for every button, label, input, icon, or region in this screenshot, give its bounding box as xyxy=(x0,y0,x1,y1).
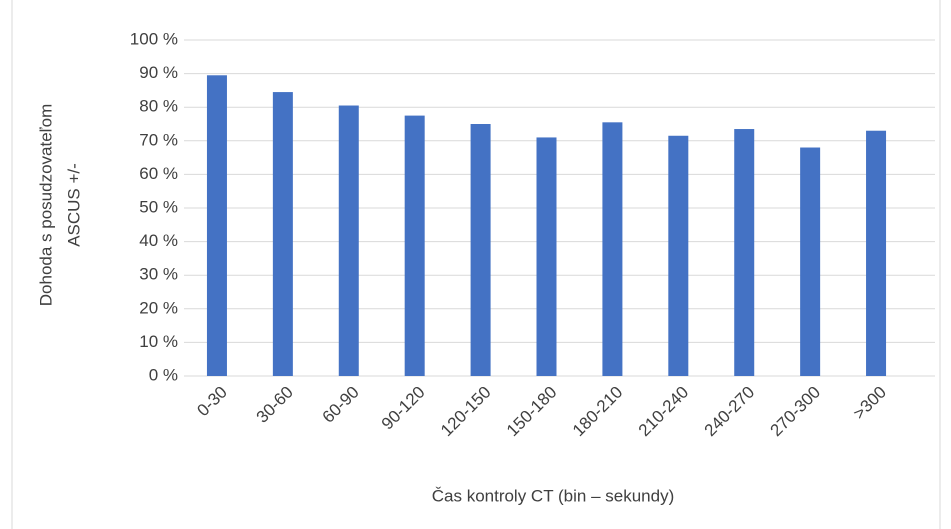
x-tick-label: 60-90 xyxy=(319,383,363,427)
bar xyxy=(206,75,227,376)
y-tick-label: 10 % xyxy=(139,332,178,351)
y-axis-title: Dohoda s posudzovateľom ASCUS +/- xyxy=(36,104,83,306)
x-axis-title: Čas kontroly CT (bin – sekundy) xyxy=(432,486,675,505)
x-tick-label: >300 xyxy=(850,383,891,424)
x-tick-label: 180-210 xyxy=(569,383,627,441)
x-tick-label: 210-240 xyxy=(635,383,693,441)
y-tick-label: 60 % xyxy=(139,164,178,183)
x-tick-label: 240-270 xyxy=(701,383,759,441)
x-tick-label: 150-180 xyxy=(503,383,561,441)
bar xyxy=(602,122,623,376)
y-tick-label: 70 % xyxy=(139,130,178,149)
y-tick-label: 50 % xyxy=(139,197,178,216)
y-tick-label: 80 % xyxy=(139,97,178,116)
bar xyxy=(272,92,293,376)
bar xyxy=(734,129,755,376)
y-tick-label: 100 % xyxy=(130,29,178,48)
x-tick-label: 120-150 xyxy=(437,383,495,441)
x-tick-label: 270-300 xyxy=(767,383,825,441)
x-tick-label: 0-30 xyxy=(193,383,230,420)
bar xyxy=(470,124,491,376)
bar xyxy=(800,147,821,376)
y-axis-title-line: ASCUS +/- xyxy=(64,163,83,247)
y-tick-label: 40 % xyxy=(139,231,178,250)
bar xyxy=(668,135,689,376)
y-tick-label: 0 % xyxy=(149,365,178,384)
x-tick-label: 90-120 xyxy=(378,383,429,434)
y-tick-label: 90 % xyxy=(139,63,178,82)
y-axis-title-line: Dohoda s posudzovateľom xyxy=(36,104,55,306)
y-tick-label: 30 % xyxy=(139,265,178,284)
bar xyxy=(404,115,425,376)
chart-border xyxy=(11,0,941,529)
bar xyxy=(338,105,359,377)
x-tick-label: 30-60 xyxy=(253,383,297,427)
bar xyxy=(536,137,557,376)
bar xyxy=(866,130,887,376)
y-tick-label: 20 % xyxy=(139,298,178,317)
